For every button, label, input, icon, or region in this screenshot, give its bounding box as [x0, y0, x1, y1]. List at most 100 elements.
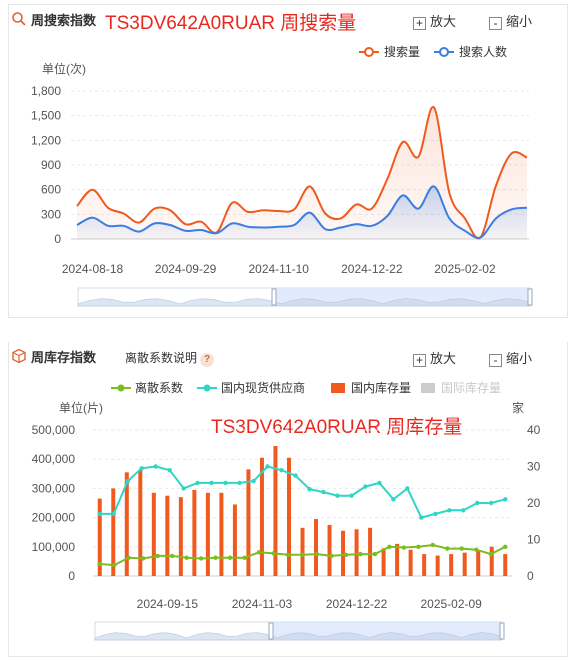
y-left-tick-label: 500,000	[32, 423, 76, 437]
inventory-zoom-out-button[interactable]: - 缩小	[489, 348, 532, 367]
inventory-bar	[368, 527, 373, 576]
suppliers-line	[99, 465, 506, 519]
legend-item-domestic-suppliers[interactable]: 国内现货供应商	[197, 380, 305, 395]
series-line-search-volume	[76, 106, 528, 240]
legend-item-dispersion[interactable]: 离散系数	[111, 380, 183, 395]
search-zoom-handle-right[interactable]	[527, 288, 533, 306]
legend-item-domestic-inventory[interactable]: 国内库存量	[331, 380, 411, 395]
y-left-axis-label: 单位(片)	[59, 400, 103, 415]
suppliers-point	[489, 500, 494, 506]
search-zoom-out-button[interactable]: - 缩小	[489, 11, 532, 30]
legend-swatch	[421, 383, 435, 393]
legend-item-search-volume[interactable]: 搜索量	[359, 44, 420, 59]
dispersion-point	[256, 550, 262, 555]
minus-icon: -	[489, 17, 502, 30]
search-zoom-in-button[interactable]: + 放大	[413, 11, 456, 30]
dispersion-point	[358, 551, 363, 557]
box-icon	[12, 348, 26, 364]
suppliers-point	[419, 515, 424, 520]
legend-item-international-inventory[interactable]: 国际库存量	[421, 380, 501, 395]
inventory-bar	[165, 495, 170, 576]
legend-item-searchers[interactable]: 搜索人数	[434, 44, 507, 59]
y-left-tick-label: 200,000	[32, 511, 76, 525]
inventory-chart: 0 100,000 200,000 300,000 400,000 500,000 0 10 2…	[32, 380, 541, 641]
suppliers-point	[447, 508, 452, 513]
inventory-bar	[246, 469, 251, 576]
suppliers-point	[265, 464, 270, 469]
legend-label: 搜索量	[384, 44, 420, 59]
inventory-bar	[138, 469, 143, 576]
inventory-panel-title: 周库存指数	[31, 350, 97, 365]
dispersion-point	[343, 552, 349, 558]
inventory-bar	[422, 554, 427, 576]
y-tick-label: 1,500	[31, 109, 61, 123]
y-right-tick-label: 40	[527, 423, 541, 437]
legend-label: 国内库存量	[351, 380, 411, 395]
inventory-bar	[111, 488, 116, 576]
inventory-bar	[462, 552, 467, 576]
inventory-zoom-handle-left[interactable]	[268, 622, 274, 640]
suppliers-point	[349, 493, 354, 498]
minus-icon: -	[489, 354, 502, 367]
plus-icon: +	[413, 17, 426, 30]
inventory-panel-header: 周库存指数 离散系数说明? + 放大 - 缩小	[9, 342, 567, 370]
dispersion-point	[141, 556, 146, 561]
inventory-bar	[354, 529, 359, 576]
dispersion-point	[300, 552, 305, 558]
y-tick-label: 300	[41, 207, 61, 221]
dispersion-point	[169, 553, 175, 559]
x-tick-label: 2025-02-09	[420, 597, 482, 611]
suppliers-point	[377, 480, 382, 486]
legend-label: 国际库存量	[441, 380, 501, 395]
suppliers-point	[125, 478, 130, 484]
dispersion-point	[387, 544, 392, 549]
inventory-bar	[341, 530, 346, 576]
dispersion-point	[242, 555, 247, 560]
suppliers-point	[433, 511, 438, 517]
dispersion-point	[401, 545, 407, 550]
y-right-tick-label: 30	[527, 460, 541, 474]
search-icon	[12, 12, 26, 26]
search-zoom-preview	[77, 298, 531, 307]
inventory-bar	[489, 546, 494, 576]
suppliers-point	[279, 467, 284, 473]
dispersion-point	[416, 544, 421, 549]
suppliers-point	[363, 484, 368, 489]
inventory-overlay-title: TS3DV642A0RUAR 周库存量	[211, 417, 463, 438]
legend-marker	[203, 384, 211, 392]
search-zoom-handle-left[interactable]	[271, 288, 277, 306]
x-tick-label: 2024-09-15	[137, 597, 199, 611]
suppliers-point	[321, 489, 326, 495]
suppliers-point	[251, 478, 256, 484]
dispersion-point	[198, 556, 204, 561]
y-left-tick-label: 100,000	[32, 540, 76, 554]
suppliers-point	[181, 486, 186, 491]
legend-label: 国内现货供应商	[221, 380, 305, 395]
suppliers-point	[335, 493, 340, 498]
dispersion-point	[97, 561, 102, 567]
suppliers-point	[195, 480, 200, 486]
x-tick-label: 2024-09-29	[155, 262, 217, 276]
search-panel-title: 周搜索指数	[31, 13, 97, 28]
inventory-zoom-handle-right[interactable]	[499, 622, 505, 640]
inventory-zoom-in-button[interactable]: + 放大	[413, 348, 456, 367]
x-tick-label: 2024-11-10	[248, 262, 309, 276]
x-tick-label: 2024-08-18	[62, 262, 124, 276]
plus-icon: +	[413, 354, 426, 367]
help-icon[interactable]: ?	[200, 353, 215, 367]
suppliers-point	[391, 497, 396, 502]
y-left-tick-label: 400,000	[32, 452, 76, 466]
y-tick-label: 900	[41, 158, 61, 172]
y-tick-label: 1,200	[31, 133, 61, 147]
dispersion-point	[227, 555, 233, 560]
dispersion-point	[459, 546, 464, 551]
dispersion-point	[184, 555, 189, 560]
inventory-bar	[435, 555, 440, 576]
inventory-bar	[205, 492, 210, 576]
inventory-bar	[449, 554, 454, 576]
dispersion-help-link[interactable]: 离散系数说明?	[125, 349, 215, 367]
legend-marker	[439, 47, 449, 57]
y-right-axis-label: 家	[512, 400, 524, 415]
suppliers-point	[237, 480, 242, 486]
series-line-searchers	[76, 185, 528, 239]
